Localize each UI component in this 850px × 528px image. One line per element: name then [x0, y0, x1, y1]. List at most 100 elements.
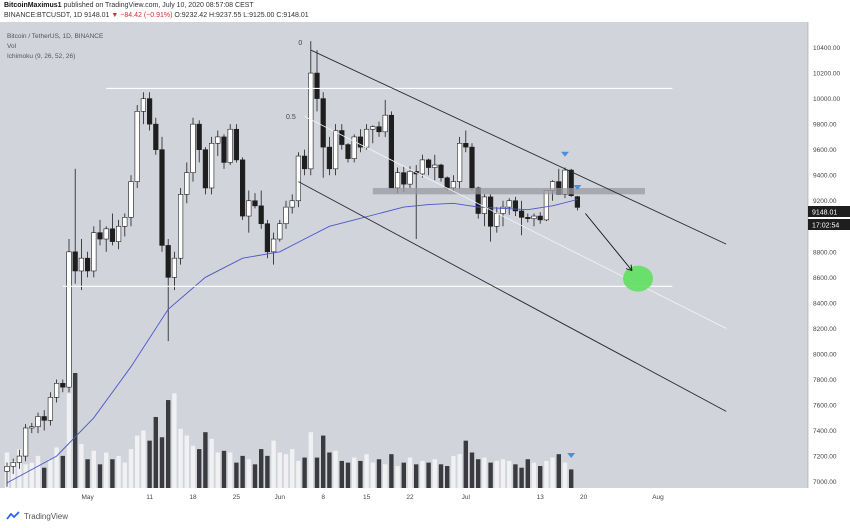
y-tick-label: 9200.00: [813, 198, 837, 205]
volume-bar: [463, 440, 468, 488]
volume-bar: [172, 393, 177, 488]
x-tick-label: 25: [233, 494, 241, 501]
volume-bar: [333, 450, 338, 488]
candle-body: [140, 98, 147, 112]
volume-bar: [271, 440, 276, 488]
volume-bar: [314, 457, 320, 488]
candle-body: [196, 123, 202, 150]
candle-body: [382, 114, 388, 133]
volume-bar: [85, 459, 90, 488]
candle-body: [178, 194, 184, 259]
candle-body: [543, 190, 549, 221]
volume-bar: [29, 462, 34, 488]
last-price: 9148.01: [84, 12, 110, 19]
legend-series: Bitcoin / TetherUS, 1D, BINANCE: [7, 33, 104, 40]
candle-body: [494, 213, 500, 227]
ohlc-values: O:9232.42 H:9237.55 L:9125.00 C:9148.01: [174, 12, 309, 19]
candle-body: [314, 72, 320, 99]
candle-body: [258, 205, 264, 225]
volume-bar: [407, 457, 413, 488]
candle-body: [16, 455, 23, 463]
candle-body: [450, 181, 457, 189]
price-chart[interactable]: 00.5 10400.0010200.0010000.009800.009600…: [0, 22, 850, 508]
volume-bar: [438, 464, 444, 488]
candle-body: [370, 126, 376, 130]
candle-body: [388, 114, 395, 189]
signal-triangle: [573, 184, 582, 190]
volume-bar: [91, 450, 96, 488]
x-tick-label: 18: [189, 494, 197, 501]
volume-bar: [197, 449, 202, 488]
author-name[interactable]: BitcoinMaximus1: [4, 2, 62, 9]
candle-body: [252, 200, 258, 207]
x-tick-label: 15: [363, 494, 371, 501]
volume-bar: [302, 457, 307, 488]
volume-bar: [221, 450, 227, 488]
volume-bar: [569, 469, 574, 488]
volume-bar: [190, 445, 196, 488]
candle-body: [339, 130, 345, 145]
volume-bar: [209, 438, 214, 488]
drawings: 00.5: [6, 40, 727, 484]
candle-body: [525, 217, 531, 219]
x-tick-label: 13: [537, 494, 545, 501]
candle-body: [91, 232, 97, 272]
brand-name: TradingView: [24, 511, 69, 521]
volume-bar: [401, 462, 406, 488]
volume-bar: [135, 435, 140, 488]
volume-bar: [116, 455, 121, 488]
candle-body: [432, 164, 438, 168]
y-tick-label: 10400.00: [813, 45, 840, 52]
candle-body: [345, 144, 351, 159]
volume-bar: [265, 455, 270, 488]
projection-arrow: [585, 213, 633, 271]
candle-body: [159, 149, 165, 246]
candle-body: [78, 257, 84, 272]
tradingview-logo[interactable]: TradingView: [6, 511, 68, 521]
channel-upper: [310, 49, 727, 245]
volume-bar: [327, 452, 332, 488]
volume-bar: [469, 452, 475, 488]
candle-body: [438, 164, 444, 179]
x-tick-label: 20: [580, 494, 588, 501]
candle-body: [184, 172, 190, 195]
volume-bar: [352, 457, 357, 488]
resistance-zone: [372, 187, 645, 195]
candle-body: [463, 142, 469, 148]
candle-body: [376, 126, 382, 133]
x-tick-label: May: [81, 494, 94, 501]
candle-body: [419, 159, 426, 175]
volume-bar: [283, 454, 289, 488]
candle-body: [29, 426, 35, 429]
candle-body: [456, 142, 463, 182]
candle-body: [487, 196, 494, 227]
candle-body: [277, 223, 283, 240]
candle-body: [10, 462, 16, 467]
candle-body: [562, 169, 568, 195]
volume-bar: [60, 455, 65, 488]
candle-body: [60, 383, 66, 388]
volume-bar: [556, 454, 561, 488]
volume-bar: [73, 373, 78, 488]
volume-bar: [451, 455, 456, 488]
candle-body: [72, 251, 78, 272]
y-tick-label: 10000.00: [813, 96, 840, 103]
countdown-text: 17:02:54: [812, 223, 839, 230]
volume-bar: [414, 464, 419, 488]
ichimoku-line: [6, 199, 578, 484]
volume-bar: [104, 452, 109, 488]
volume-bar: [240, 455, 245, 488]
volume-bar: [426, 462, 431, 488]
y-tick-label: 8000.00: [813, 351, 837, 358]
volume-bar: [562, 462, 568, 488]
volume-bars: [4, 373, 574, 488]
candle-body: [407, 171, 413, 185]
volume-bar: [482, 457, 487, 488]
candle-body: [289, 200, 295, 208]
volume-bar: [42, 467, 47, 488]
volume-bar: [66, 393, 72, 488]
candle-body: [190, 123, 196, 173]
x-tick-label: 8: [321, 494, 325, 501]
volume-bar: [544, 460, 549, 488]
volume-bar: [228, 452, 233, 488]
